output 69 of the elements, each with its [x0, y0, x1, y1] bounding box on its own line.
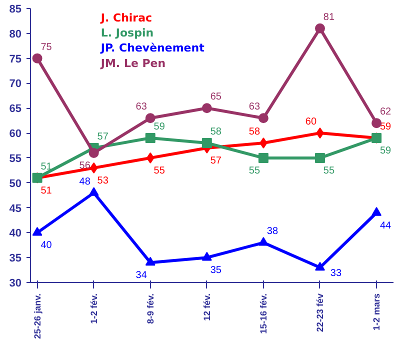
y-tick-label: 75: [9, 53, 22, 66]
point: [258, 152, 268, 163]
data-label: 33: [330, 268, 342, 280]
y-tick-label: 35: [9, 252, 22, 265]
text: JM. Le Pen: [100, 56, 166, 70]
data-label: 63: [136, 102, 148, 113]
x-tick-label: 1-2 fév.: [88, 293, 99, 324]
data-label: 55: [154, 165, 166, 176]
y-tick-label: 80: [9, 28, 22, 40]
point: [202, 252, 212, 261]
data-label: 51: [40, 185, 52, 196]
data-label: 60: [305, 116, 317, 128]
point: [202, 138, 212, 148]
point: [258, 236, 268, 246]
point: [372, 207, 382, 216]
x-tick-label: 25-26 janv.: [32, 293, 42, 339]
point: [314, 152, 325, 163]
data-label: 59: [154, 122, 166, 133]
x-tick-label: 8-9 fév.: [145, 293, 156, 324]
y-tick-label: 50: [9, 178, 22, 190]
data-label: 35: [210, 265, 222, 276]
x-tick-label: 1-2 mars: [372, 293, 382, 331]
text: J. Chirac: [100, 12, 152, 25]
data-label: 44: [380, 220, 392, 232]
data-label: 40: [40, 240, 52, 252]
y-tick-label: 55: [9, 152, 22, 165]
x-tick-label: 12 fév.: [202, 293, 212, 321]
data-label: 48: [79, 176, 91, 188]
point: [90, 162, 98, 174]
point: [32, 226, 42, 236]
point: [202, 103, 212, 114]
data-label: 75: [40, 42, 52, 53]
point: [88, 187, 99, 196]
data-label: 58: [248, 126, 260, 138]
data-label: 81: [323, 12, 335, 23]
data-label: 57: [210, 155, 222, 166]
data-label: 51: [40, 161, 52, 172]
y-tick-label: 60: [9, 128, 22, 140]
data-label: 55: [323, 165, 335, 176]
point: [314, 23, 325, 34]
data-label: 59: [380, 146, 392, 157]
data-label: 53: [97, 175, 109, 186]
y-tick-label: 65: [9, 103, 22, 116]
point: [145, 113, 156, 124]
x-tick-label: 15-16 fév.: [258, 294, 268, 334]
y-tick-label: 30: [9, 278, 22, 290]
y-tick-label: 85: [9, 4, 22, 16]
data-label: 55: [248, 165, 260, 176]
data-label: 65: [210, 92, 222, 103]
data-label: 34: [136, 270, 148, 282]
y-tick-label: 70: [9, 78, 22, 90]
x-tick-label: 22-23 fév: [314, 293, 325, 332]
y-tick-label: 40: [9, 228, 22, 240]
data-label: 58: [210, 126, 222, 138]
data-label: 59: [380, 122, 392, 133]
data-label: 63: [248, 102, 260, 113]
y-tick-label: 45: [9, 202, 22, 215]
data-label: 62: [380, 106, 392, 118]
point: [372, 118, 382, 128]
point: [314, 262, 325, 271]
point: [32, 53, 42, 64]
data-label: 38: [266, 226, 278, 238]
point: [88, 148, 99, 158]
text: JP. Chevènement: [100, 42, 204, 55]
point: [145, 133, 156, 144]
point: [258, 113, 268, 124]
point: [145, 256, 156, 266]
data-label: 57: [97, 131, 109, 142]
text: L. Jospin: [100, 26, 154, 40]
